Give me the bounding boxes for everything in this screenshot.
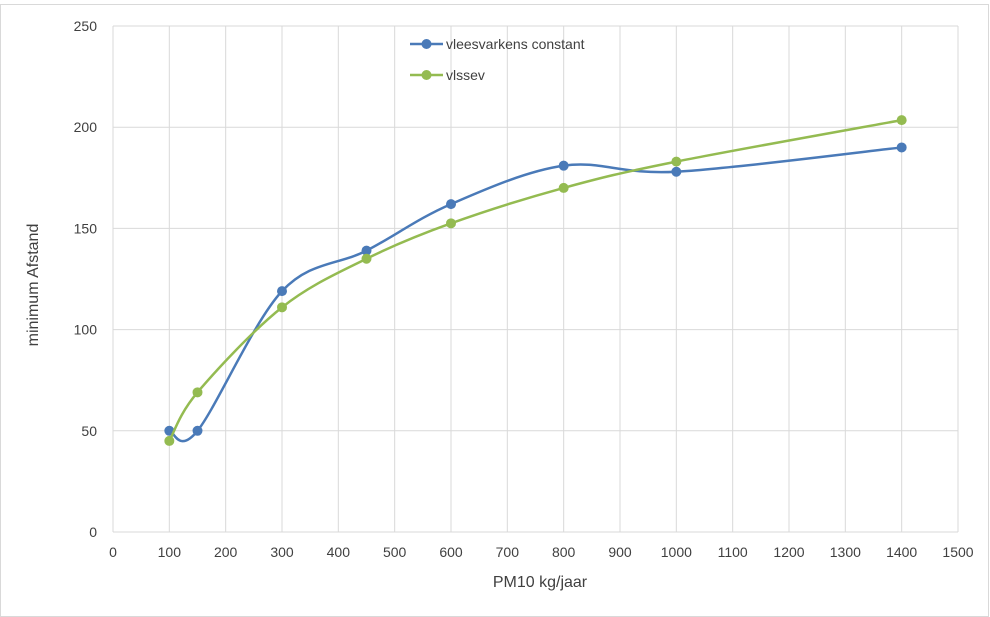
x-tick-label: 100 xyxy=(158,544,182,560)
data-point xyxy=(896,115,907,126)
data-point xyxy=(277,302,287,313)
data-point xyxy=(446,199,456,210)
x-tick-label: 1000 xyxy=(661,544,692,560)
data-point xyxy=(671,156,682,167)
x-tick-label: 1200 xyxy=(773,544,804,560)
y-tick-label: 100 xyxy=(74,322,98,338)
series-line xyxy=(168,118,903,443)
x-tick-label: 300 xyxy=(270,544,294,560)
legend-marker xyxy=(421,70,432,80)
y-tick-label: 250 xyxy=(74,18,98,34)
data-point xyxy=(277,286,287,297)
data-point xyxy=(558,160,569,171)
tick-labels: 0 100 200 300 400 500 600 700 800 900 1000 1100 1200… xyxy=(74,18,974,560)
legend: vleesvarkens constant vlssev xyxy=(410,36,585,83)
series-line xyxy=(168,146,903,443)
chart-area-border xyxy=(0,4,989,617)
series-1 xyxy=(164,142,907,443)
y-tick-label: 200 xyxy=(74,119,98,135)
series-2 xyxy=(164,115,907,446)
data-point xyxy=(192,387,203,398)
x-axis-title: PM10 kg/jaar xyxy=(493,574,588,591)
legend-label: vlssev xyxy=(446,67,485,83)
y-axis-title: minimum Afstand xyxy=(25,224,42,347)
data-point xyxy=(558,182,569,193)
series xyxy=(164,115,907,446)
y-tick-label: 0 xyxy=(89,524,97,540)
gridlines xyxy=(112,25,959,533)
x-tick-label: 0 xyxy=(109,544,117,560)
data-point xyxy=(361,253,372,264)
x-tick-label: 700 xyxy=(496,544,520,560)
x-tick-label: 500 xyxy=(383,544,407,560)
legend-item: vlssev xyxy=(410,67,485,83)
data-point xyxy=(896,142,907,153)
x-tick-label: 800 xyxy=(552,544,576,560)
y-tick-label: 50 xyxy=(81,423,97,439)
x-tick-label: 1400 xyxy=(886,544,917,560)
legend-marker xyxy=(421,39,432,49)
x-tick-label: 200 xyxy=(214,544,238,560)
x-tick-label: 900 xyxy=(608,544,632,560)
x-tick-label: 1100 xyxy=(718,544,748,560)
data-point xyxy=(192,425,203,436)
legend-label: vleesvarkens constant xyxy=(446,36,585,52)
data-point xyxy=(671,166,682,177)
x-tick-label: 1300 xyxy=(830,544,861,560)
y-tick-label: 150 xyxy=(74,220,98,236)
x-tick-label: 400 xyxy=(327,544,351,560)
data-point xyxy=(446,218,456,229)
x-tick-label: 600 xyxy=(439,544,463,560)
data-point xyxy=(361,245,372,256)
x-tick-label: 1500 xyxy=(942,544,973,560)
legend-item: vleesvarkens constant xyxy=(410,36,585,52)
data-point xyxy=(164,435,175,446)
